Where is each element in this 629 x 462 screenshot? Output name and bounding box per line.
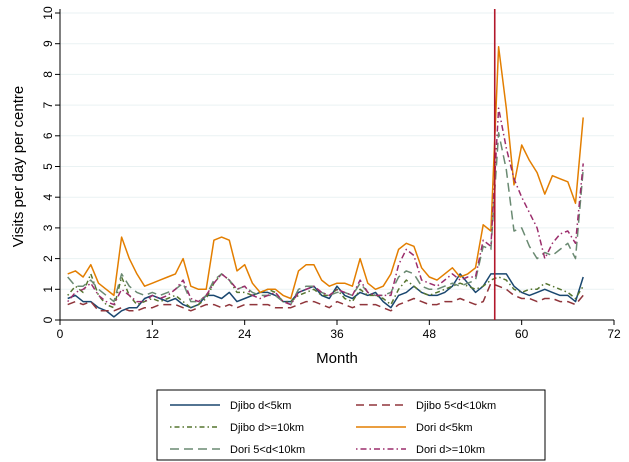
- series-line-3: [67, 273, 584, 309]
- y-tick-label: 2: [41, 255, 55, 262]
- series-line-5: [67, 131, 584, 306]
- legend: Djibo d<5km Djibo 5<d<10km Djibo d>=10km Do…: [156, 389, 546, 461]
- y-tick-label: 6: [41, 132, 55, 139]
- legend-label-3: Djibo d>=10km: [230, 422, 304, 434]
- x-tick-label: 24: [238, 327, 252, 341]
- y-tick-label: 1: [41, 286, 55, 293]
- legend-label-4: Dori d<5km: [416, 422, 473, 434]
- x-tick-label: 12: [146, 327, 160, 341]
- series-line-6: [67, 107, 584, 306]
- y-tick-label: 8: [41, 71, 55, 78]
- y-tick-label: 5: [41, 163, 55, 170]
- x-tick-label: 0: [57, 327, 64, 341]
- y-tick-label: 10: [41, 6, 55, 20]
- y-axis-title: Visits per day per centre: [10, 86, 27, 247]
- series-line-2: [67, 282, 584, 312]
- legend-label-2: Djibo 5<d<10km: [416, 400, 496, 412]
- x-axis-title: Month: [316, 350, 358, 367]
- legend-label-1: Djibo d<5km: [230, 400, 291, 412]
- x-tick-label: 48: [423, 327, 437, 341]
- y-tick-label: 4: [41, 194, 55, 201]
- y-tick-label: 7: [41, 101, 55, 108]
- legend-label-5: Dori 5<d<10km: [230, 444, 305, 456]
- x-tick-label: 72: [607, 327, 621, 341]
- x-tick-label: 36: [330, 327, 344, 341]
- legend-label-6: Dori d>=10km: [416, 444, 485, 456]
- x-tick-label: 60: [515, 327, 529, 341]
- y-tick-label: 0: [41, 316, 55, 323]
- legend-box: [156, 389, 546, 461]
- y-tick-label: 9: [41, 40, 55, 47]
- series-line-4: [67, 46, 584, 300]
- y-tick-label: 3: [41, 224, 55, 231]
